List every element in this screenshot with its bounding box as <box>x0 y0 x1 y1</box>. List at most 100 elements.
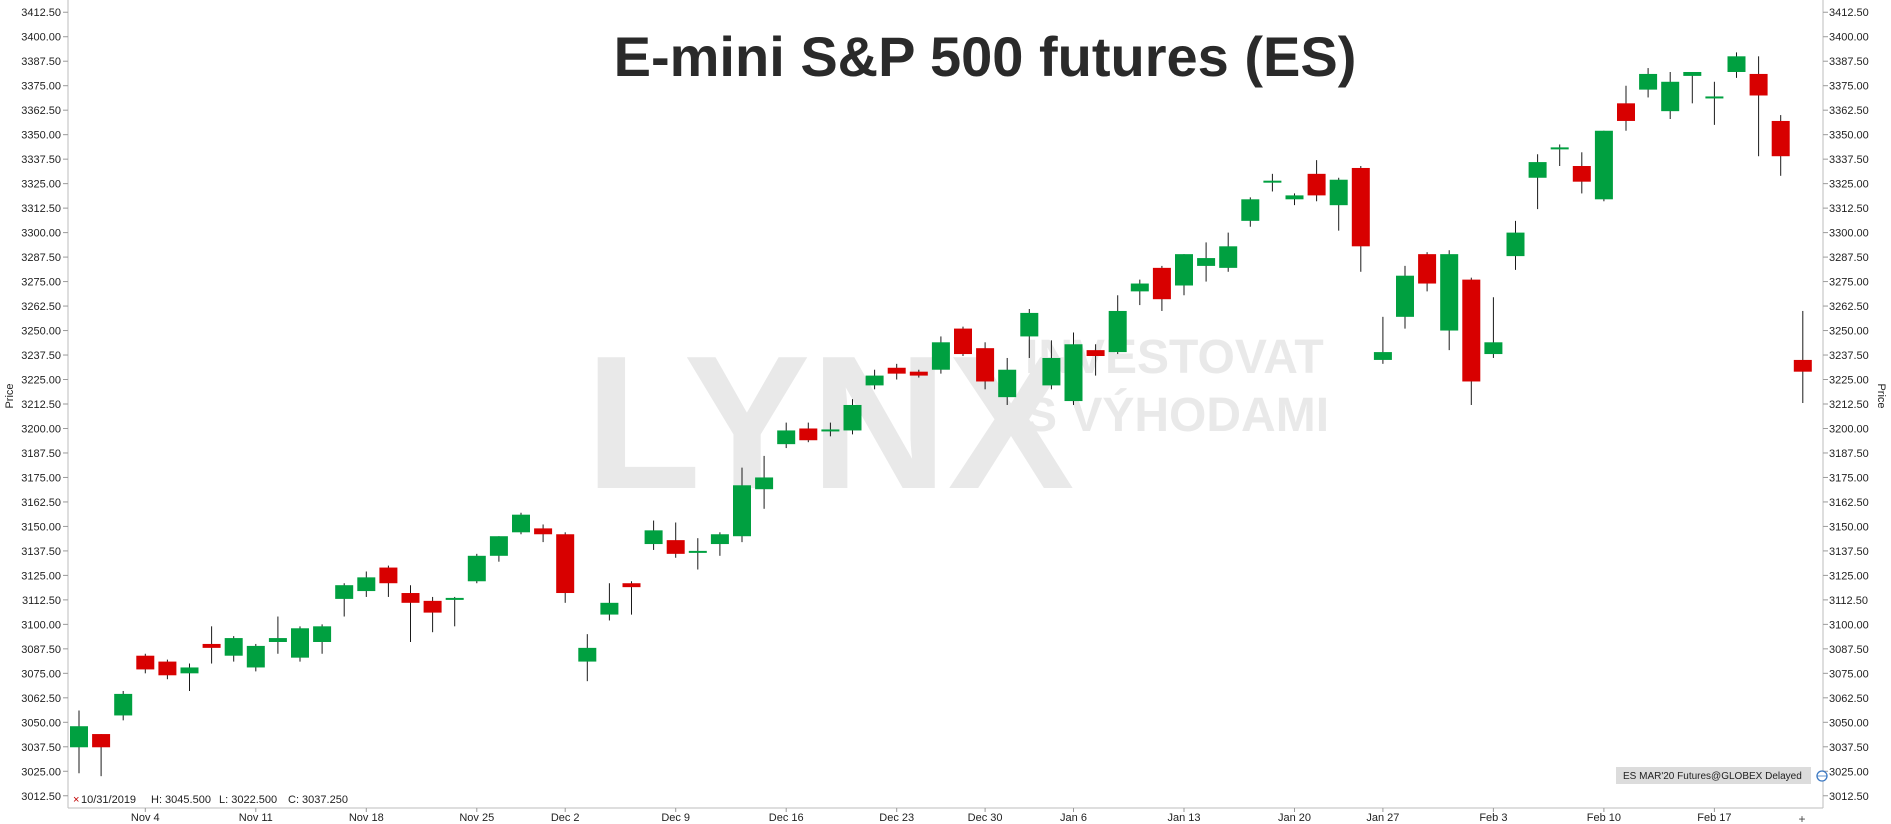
x-tick-label: Feb 10 <box>1587 812 1621 824</box>
candle-body <box>1241 199 1260 221</box>
candle-body <box>246 645 265 668</box>
y-tick-label-right: 3275.00 <box>1829 277 1869 289</box>
y-tick-label-right: 3287.50 <box>1829 252 1869 264</box>
candle-body <box>224 638 243 656</box>
candle-body <box>467 555 486 582</box>
candle-body <box>688 550 707 553</box>
x-tick-label: Jan 13 <box>1167 812 1200 824</box>
candle <box>688 538 707 570</box>
candle-body <box>1462 279 1481 382</box>
y-tick-label-left: 3100.00 <box>21 619 61 631</box>
y-tick-label-right: 3162.50 <box>1829 497 1869 509</box>
y-tick-label-right: 3125.00 <box>1829 570 1869 582</box>
candle-body <box>1086 350 1105 357</box>
candle-body <box>92 734 111 748</box>
candle <box>489 536 508 562</box>
candle-body <box>1727 56 1746 72</box>
candle <box>379 565 398 597</box>
x-tick-label: Feb 17 <box>1697 812 1731 824</box>
candle-body <box>1329 179 1348 206</box>
y-axis-title-right: Price <box>1875 383 1887 408</box>
y-tick-label-right: 3312.50 <box>1829 203 1869 215</box>
candle-body <box>843 404 862 431</box>
x-tick-label: Nov 4 <box>131 812 160 824</box>
candle-body <box>1108 310 1127 353</box>
candle <box>1396 265 1414 329</box>
candle <box>512 512 530 535</box>
candle <box>600 583 619 621</box>
y-tick-label-right: 3025.00 <box>1829 766 1869 778</box>
crosshair-icon[interactable]: + <box>1798 812 1805 824</box>
candle-body <box>1064 344 1083 402</box>
candle <box>1263 173 1282 192</box>
candle-body <box>887 367 906 374</box>
y-tick-label-right: 3300.00 <box>1829 228 1869 240</box>
candle-body <box>379 567 398 584</box>
y-tick-label-right: 3262.50 <box>1829 301 1869 313</box>
candle-body <box>799 428 818 441</box>
candle-body <box>954 328 972 355</box>
y-tick-label-right: 3112.50 <box>1829 595 1868 607</box>
candle-body <box>1418 254 1437 284</box>
candle <box>401 585 420 642</box>
candle <box>246 643 265 672</box>
candle-body <box>1550 147 1569 150</box>
y-tick-label-left: 3212.50 <box>21 399 61 411</box>
x-tick-label: Dec 2 <box>551 812 580 824</box>
info-marker: × <box>73 794 79 806</box>
y-tick-label-right: 3337.50 <box>1829 154 1869 166</box>
x-tick-label: Jan 20 <box>1278 812 1311 824</box>
y-tick-label-right: 3200.00 <box>1829 423 1869 435</box>
y-tick-label-left: 3387.50 <box>21 56 61 68</box>
candle <box>313 624 332 654</box>
y-tick-label-right: 3175.00 <box>1829 472 1869 484</box>
candle <box>1771 115 1790 176</box>
y-axis-title-left: Price <box>4 383 16 408</box>
candle <box>976 342 995 390</box>
y-tick-label-right: 3087.50 <box>1829 644 1869 656</box>
candle <box>821 422 840 437</box>
candle <box>534 524 553 543</box>
candle <box>423 596 442 633</box>
x-tick-label: Dec 16 <box>769 812 804 824</box>
candle <box>1329 177 1348 231</box>
y-tick-label-left: 3175.00 <box>21 472 61 484</box>
candle-body <box>710 534 729 545</box>
candle-body <box>1373 352 1392 360</box>
candle-body <box>1793 359 1812 372</box>
y-tick-label-left: 3062.50 <box>21 693 61 705</box>
candle <box>268 616 287 654</box>
chart-title: E-mini S&P 500 futures (ES) <box>614 25 1357 88</box>
candle-body <box>423 600 442 613</box>
y-tick-label-left: 3400.00 <box>21 32 61 44</box>
candle <box>1440 250 1459 351</box>
candle <box>1528 154 1547 210</box>
candle-body <box>291 628 309 658</box>
y-tick-label-right: 3137.50 <box>1829 546 1869 558</box>
y-tick-label-left: 3225.00 <box>21 375 61 387</box>
y-tick-label-left: 3025.00 <box>21 766 61 778</box>
candle-body <box>1175 254 1193 286</box>
candle-body <box>1351 167 1370 247</box>
candle-body <box>644 530 663 545</box>
candle-body <box>158 661 177 676</box>
source-badge-text: ES MAR'20 Futures@GLOBEX Delayed <box>1623 771 1802 782</box>
y-tick-label-left: 3012.50 <box>21 791 61 803</box>
candle <box>954 326 972 357</box>
y-tick-label-left: 3162.50 <box>21 497 61 509</box>
x-tick-label: Dec 9 <box>661 812 690 824</box>
candle-body <box>578 647 597 662</box>
candle <box>1462 277 1481 405</box>
y-tick-label-left: 3362.50 <box>21 105 61 117</box>
candle <box>909 369 928 378</box>
candle-body <box>1285 195 1304 200</box>
candle <box>755 455 774 509</box>
candle-body <box>1396 275 1414 317</box>
candle <box>1152 265 1171 311</box>
y-tick-label-left: 3087.50 <box>21 644 61 656</box>
candle <box>335 583 354 617</box>
candle <box>1042 340 1061 390</box>
y-tick-label-right: 3212.50 <box>1829 399 1869 411</box>
candle <box>1108 295 1127 355</box>
